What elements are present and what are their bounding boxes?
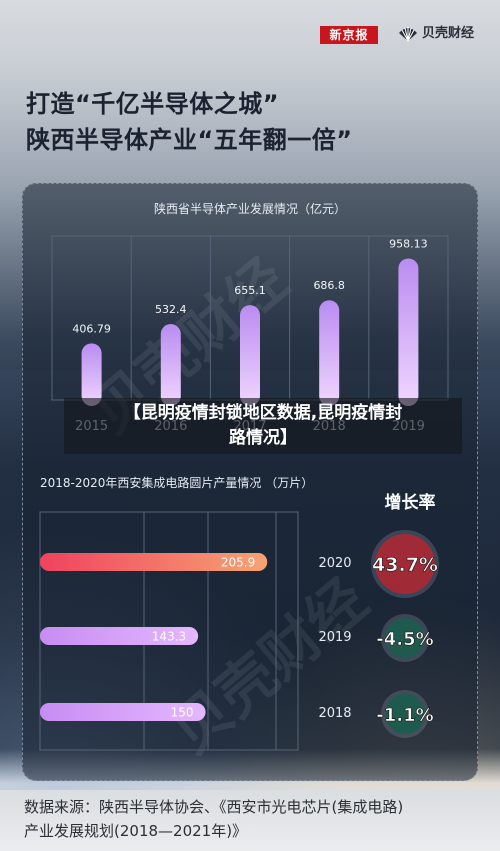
- data-source-note: 数据来源：陕西半导体协会、《西安市光电芯片(集成电路) 产业发展规划(2018—…: [24, 795, 484, 843]
- beike-caijing-label: 贝壳财经: [422, 26, 475, 41]
- page-title-line-1: 打造“千亿半导体之城”: [26, 90, 280, 118]
- chart1-bar-2018: [319, 300, 340, 406]
- chart1-title: 陕西省半导体产业发展情况（亿元）: [154, 201, 346, 216]
- data-source-line-2: 产业发展规划(2018—2021年)》: [24, 822, 248, 840]
- chart2-y-tick-2019: 2019: [318, 630, 351, 645]
- chart1-value-label-2018: 686.8: [313, 279, 345, 292]
- chart2-bar-2019: [40, 627, 199, 645]
- shell-icon: [399, 27, 417, 42]
- growth-rate-2020: 43.7%: [372, 554, 438, 576]
- chart1-bar-2019: [398, 258, 419, 406]
- page-title-line-2: 陕西半导体产业“五年翻一倍”: [26, 126, 353, 154]
- growth-badge-2018: [385, 694, 425, 734]
- chart1-bar-2015: [81, 343, 102, 406]
- chart1-bar-2017: [240, 305, 260, 406]
- growth-badge-2020: [375, 534, 435, 594]
- chart2-value-label-2019: 143.3: [152, 630, 186, 644]
- chart2-bar-2018: [40, 703, 206, 721]
- xinjingbao-logo: 新京报: [320, 26, 378, 44]
- chart2-bar-2020: [40, 553, 268, 571]
- growth-rate-header: 增长率: [385, 492, 436, 513]
- overlay-caption: 【昆明疫情封锁地区数据,昆明疫情封 路情况】: [64, 398, 462, 454]
- chart1-value-label-2015: 406.79: [72, 322, 111, 335]
- chart1-value-label-2017: 655.1: [234, 284, 266, 297]
- chart2-value-label-2020: 205.9: [221, 556, 255, 570]
- growth-rate-2018: -1.1%: [376, 705, 433, 726]
- growth-rate-2019: -4.5%: [376, 629, 433, 650]
- data-source-line-1: 数据来源：陕西半导体协会、《西安市光电芯片(集成电路): [24, 798, 404, 816]
- overlay-caption-line-2: 路情况】: [229, 428, 297, 448]
- chart1-bar-2016: [160, 324, 181, 406]
- chart2-value-label-2018: 150: [171, 706, 194, 720]
- chart2-title: 2018-2020年西安集成电路圆片产量情况 （万片）: [40, 475, 313, 490]
- chart1-value-label-2019: 958.13: [389, 237, 428, 250]
- overlay-caption-line-1: 【昆明疫情封锁地区数据,昆明疫情封: [123, 403, 403, 423]
- chart2-frame: [39, 511, 299, 751]
- chart1-value-label-2016: 532.4: [155, 303, 187, 316]
- chart2-y-tick-2020: 2020: [318, 556, 351, 571]
- growth-badge-2019: [385, 618, 425, 658]
- chart2-y-tick-2018: 2018: [318, 706, 351, 721]
- beike-caijing-logo: 贝壳财经: [398, 24, 474, 44]
